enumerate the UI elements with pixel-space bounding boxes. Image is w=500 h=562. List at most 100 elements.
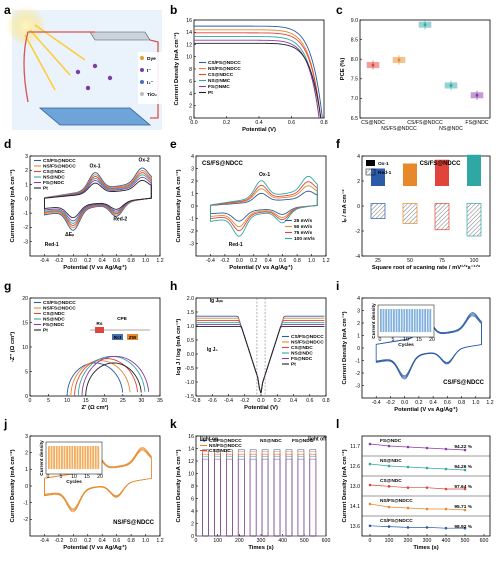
chart-k-ytick-label: 16 xyxy=(188,434,194,440)
chart-i-inset-xtick: 20 xyxy=(429,337,435,343)
chart-d-xtick-label: 0.6 xyxy=(113,258,120,264)
chart-f-bar-red1 xyxy=(402,203,418,224)
panel-letter-j: j xyxy=(3,417,7,431)
chart-d-xtick-label: 0.4 xyxy=(99,258,106,264)
chart-i-ytick-label: 1 xyxy=(357,333,360,339)
chart-i-inset-xtick: 10 xyxy=(403,337,409,343)
chart-f-category-label: 25 xyxy=(375,258,381,264)
chart-f-bar-red1 xyxy=(370,203,386,219)
chart-l-xtick-label: 600 xyxy=(480,538,489,544)
chart-i-xtick-label: 0.2 xyxy=(415,400,422,406)
chart-l-point xyxy=(387,464,391,468)
chart-g-xtick-label: 35 xyxy=(157,398,163,404)
chart-j-inset-bar xyxy=(68,446,71,469)
chart-d-legend-item: NS/FS@NDCC xyxy=(43,164,76,170)
chart-d-ytick-label: -2 xyxy=(23,225,28,231)
chart-j-ytick-label: -2 xyxy=(23,517,28,523)
chart-c-category-label: CS/FS@NDCC xyxy=(407,120,443,126)
chart-l-series-line xyxy=(369,463,466,471)
chart-d-ytick-label: 1 xyxy=(25,182,28,188)
chart-l-series-line xyxy=(369,503,466,511)
chart-f-ytick-label: -4 xyxy=(355,254,360,260)
chart-l-point xyxy=(444,467,448,471)
chart-b-legend-item: NS@NMC xyxy=(208,78,231,84)
chart-k-ytick-label: 10 xyxy=(188,471,194,477)
chart-e-legend-item: 50 mV/s xyxy=(294,224,312,230)
chart-l-axes-frame xyxy=(361,435,491,537)
chart-j-inset-bar xyxy=(92,446,95,469)
chart-e-xtick-label: 1.2 xyxy=(322,258,329,264)
chart-b-y-axis-label: Current Density (mA cm⁻²) xyxy=(173,32,180,105)
chart-b-xtick-label: 0.0 xyxy=(190,120,197,126)
chart-l-point xyxy=(406,445,410,449)
chart-i-inset-bar xyxy=(403,309,406,332)
chart-e-title: CS/FS@NDCC xyxy=(202,161,244,167)
chart-k-annotation-light-on: light on xyxy=(200,436,218,442)
chart-l-point xyxy=(444,487,448,491)
legend-triiodide-marker xyxy=(140,80,144,84)
chart-d-xtick-label: 1.0 xyxy=(142,258,149,264)
chart-f-bar-ox1 xyxy=(435,159,449,186)
chart-k-ytick-label: 12 xyxy=(188,459,194,465)
chart-h-xtick-label: 0.8 xyxy=(322,398,329,404)
chart-l-xtick-label: 100 xyxy=(385,538,394,544)
chart-d-legend-item: Pt xyxy=(43,186,48,192)
chart-c-pce: 6.5 7.0 7.5 8.0 8.5 9.0 PCE (%) CS@NDCNS/FS@NDC… xyxy=(340,18,491,132)
chart-k-onoff-series xyxy=(196,449,326,537)
panel-letter-f: f xyxy=(336,137,341,151)
chart-g-arc xyxy=(77,355,146,397)
chart-j-inset-bar xyxy=(50,446,53,469)
chart-j-inset-bar xyxy=(55,446,58,469)
chart-f-bar-red1 xyxy=(466,203,482,237)
chart-h-legend-item: NS@NDC xyxy=(291,351,313,357)
chart-j-ytick-label: 2 xyxy=(25,450,28,456)
chart-l-point xyxy=(425,486,429,489)
chart-k-ytick-label: 0 xyxy=(191,534,194,540)
chart-l-point xyxy=(444,507,448,511)
chart-l-stability: FS@NDC 94.22 % 11.7 NS@NDC 94.26 % 12.6 CS@NDC… xyxy=(341,435,491,551)
panel-letter-g: g xyxy=(4,279,11,293)
chart-b-series-ns-fs-ndcc xyxy=(194,29,322,119)
chart-j-xtick-label: 1.2 xyxy=(156,538,163,544)
chart-d-xtick-label: 0.8 xyxy=(128,258,135,264)
chart-e-legend-item: 100 mV/s xyxy=(294,236,315,242)
chart-i-inset-bar xyxy=(398,309,401,332)
chart-c-point xyxy=(475,93,479,97)
chart-i-inset-xtick: 15 xyxy=(416,337,422,343)
chart-j-inset-bar xyxy=(76,446,79,469)
chart-e-legend-item: 75 mV/s xyxy=(294,230,312,236)
chart-l-x-axis-label: Times (s) xyxy=(413,545,438,551)
chart-l-point xyxy=(463,468,467,472)
chart-d-ytick-label: 2 xyxy=(25,168,28,174)
chart-g-circuit-zw xyxy=(127,334,138,340)
chart-f-bar-ox1 xyxy=(403,163,417,186)
chart-b-jv-curves: 0.0 0.2 0.4 0.6 0.8 0 2 4 6 8 10 12 14 16 Potential (V… xyxy=(173,18,328,133)
chart-l-xtick-label: 400 xyxy=(442,538,451,544)
chart-k-onoff-series xyxy=(196,453,326,537)
chart-d-annotation-ox1: Ox-1 xyxy=(89,163,100,169)
chart-f-peak-current: -4 -2 0 2 4 Square root of scaning rate / mV¹… xyxy=(341,154,491,271)
chart-i-xtick-label: 1.0 xyxy=(472,400,479,406)
panel-letter-e: e xyxy=(170,137,177,151)
chart-i-ytick-label: 3 xyxy=(357,308,360,314)
chart-j-inset-bar xyxy=(94,446,97,469)
chart-l-point xyxy=(463,526,467,530)
chart-l-xtick-label: 0 xyxy=(369,538,372,544)
chart-f-ytick-label: 0 xyxy=(357,204,360,210)
chart-h-ytick-label: 2.0 xyxy=(187,296,194,302)
light-rays xyxy=(24,24,86,91)
dye-molecules xyxy=(75,63,113,91)
chart-j-inset-xtick: 0 xyxy=(47,474,50,480)
chart-e-ytick-label: 4 xyxy=(191,154,194,160)
chart-c-ytick-label: 6.5 xyxy=(351,116,358,122)
panel-a-legend xyxy=(138,52,178,104)
chart-b-legend-item: Pt xyxy=(208,90,213,96)
chart-c-ytick-label: 9.0 xyxy=(351,18,358,24)
chart-l-series-name: NS@NDC xyxy=(380,458,402,464)
chart-i-xtick-label: 0.8 xyxy=(458,400,465,406)
panel-letter-b: b xyxy=(170,3,177,17)
chart-c-point xyxy=(397,58,401,62)
chart-g-ytick-label: 20 xyxy=(22,296,28,302)
chart-g-ytick-label: 0 xyxy=(25,394,28,400)
chart-i-title: CS/FS@NDCC xyxy=(443,380,485,386)
